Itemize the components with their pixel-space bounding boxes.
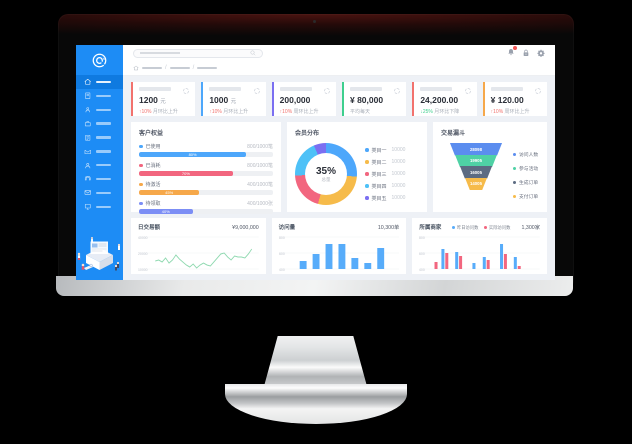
svg-text:600: 600 — [279, 252, 285, 256]
svg-text:20000: 20000 — [138, 252, 148, 256]
svg-text:800: 800 — [279, 236, 285, 240]
svg-text:40000: 40000 — [138, 236, 148, 240]
svg-text:800: 800 — [419, 236, 425, 240]
svg-text:600: 600 — [419, 252, 425, 256]
svg-text:400: 400 — [279, 268, 285, 272]
svg-text:10000: 10000 — [138, 268, 148, 272]
svg-text:400: 400 — [419, 268, 425, 272]
